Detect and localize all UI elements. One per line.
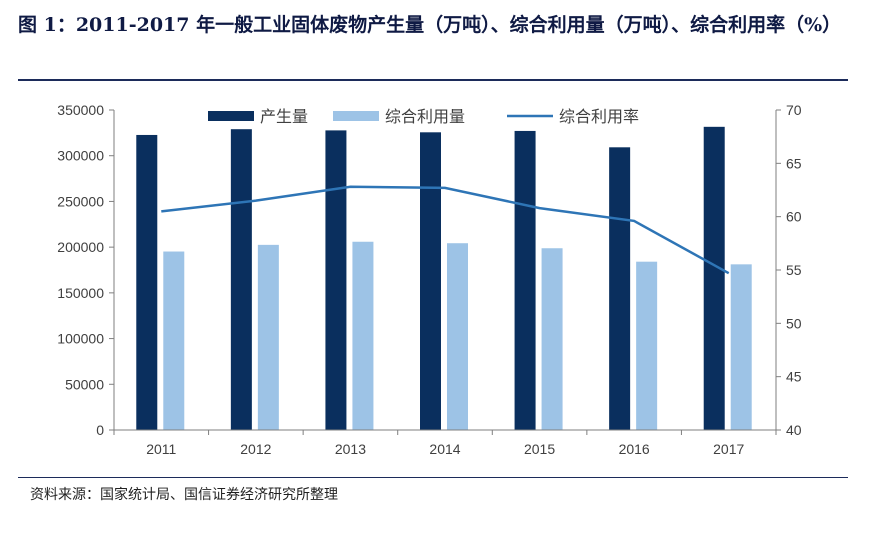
- bar-production: [325, 130, 347, 431]
- title-divider: [18, 79, 848, 81]
- y-left-tick-label: 350000: [57, 102, 104, 118]
- y-left-tick-label: 50000: [65, 376, 104, 392]
- legend-label: 产生量: [260, 107, 308, 126]
- x-tick-label: 2014: [429, 441, 460, 457]
- source-note: 资料来源：国家统计局、国信证券经济研究所整理: [30, 487, 338, 503]
- bar-production: [609, 147, 631, 430]
- y-left-tick-label: 0: [96, 422, 104, 438]
- y-left-tick-label: 200000: [57, 239, 104, 255]
- legend-swatch: [333, 111, 379, 121]
- legend-label: 综合利用量: [385, 107, 465, 126]
- bar-production: [420, 132, 441, 430]
- bar-production: [514, 130, 536, 431]
- y-left-tick-label: 150000: [57, 285, 104, 301]
- bar-utilization: [541, 248, 563, 430]
- legend-label: 综合利用率: [559, 107, 639, 126]
- y-left-tick-label: 250000: [57, 193, 104, 209]
- source-divider: [18, 477, 848, 478]
- x-tick-label: 2015: [524, 441, 555, 457]
- bar-utilization: [163, 251, 185, 430]
- y-right-tick-label: 45: [786, 369, 802, 385]
- bar-utilization: [730, 264, 752, 430]
- x-tick-label: 2017: [713, 441, 744, 457]
- bar-production: [703, 126, 725, 430]
- y-left-tick-label: 300000: [57, 148, 104, 164]
- y-right-tick-label: 60: [786, 209, 802, 225]
- bar-utilization: [257, 244, 279, 430]
- y-right-tick-label: 50: [786, 315, 802, 331]
- bar-utilization: [447, 243, 468, 430]
- y-right-tick-label: 55: [786, 262, 802, 278]
- line-layer: [161, 185, 730, 275]
- legend-swatch: [208, 111, 254, 121]
- x-tick-label: 2016: [619, 441, 650, 457]
- figure-title: 图 1：2011-2017 年一般工业固体废物产生量（万吨）、综合利用量（万吨）…: [18, 14, 842, 36]
- bar-utilization: [636, 261, 658, 430]
- legend: 产生量 综合利用量 综合利用率: [208, 107, 639, 126]
- y-right-tick-label: 40: [786, 422, 802, 438]
- bar-utilization: [352, 241, 374, 430]
- y-right-tick-label: 65: [786, 155, 802, 171]
- bar-production: [136, 134, 158, 430]
- bar-production: [230, 129, 252, 430]
- bars-layer: [136, 126, 752, 431]
- x-tick-label: 2013: [335, 441, 366, 457]
- y-left-tick-label: 100000: [57, 331, 104, 347]
- x-tick-label: 2012: [240, 441, 271, 457]
- x-tick-label: 2011: [146, 441, 176, 457]
- y-right-tick-label: 70: [786, 102, 802, 118]
- axes-layer: 0 50000 100000 150000 200000 250000 300000 3500…: [57, 102, 802, 457]
